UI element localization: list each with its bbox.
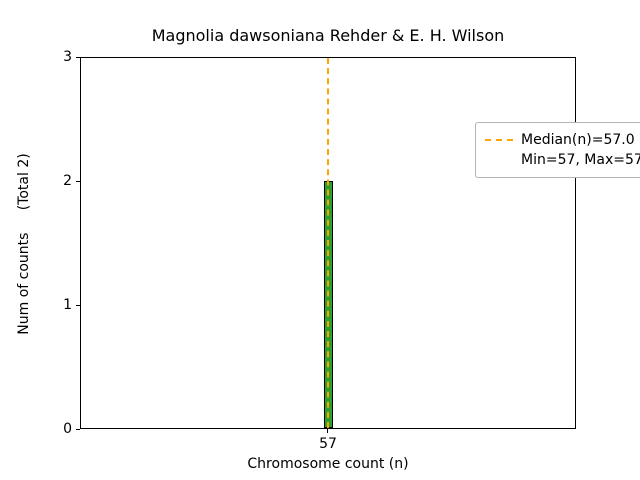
legend-entry-minmax: Min=57, Max=57: [485, 150, 640, 170]
legend-entry-median: Median(n)=57.0: [485, 130, 640, 150]
y-tick-mark: [76, 57, 80, 58]
legend-label-median: Median(n)=57.0: [521, 132, 635, 148]
chart-title: Magnolia dawsoniana Rehder & E. H. Wilso…: [151, 26, 505, 45]
y-tick-mark: [76, 181, 80, 182]
y-axis-label: Num of counts (Total 2): [16, 153, 32, 335]
median-line: [327, 58, 329, 428]
dashed-line-icon: [485, 139, 513, 141]
plot-area: Median(n)=57.0 Min=57, Max=57: [80, 57, 640, 429]
x-axis-label: Chromosome count (n): [247, 456, 409, 472]
y-tick-label: 3: [63, 49, 72, 65]
x-tick-mark: [327, 429, 328, 433]
y-tick-label: 0: [63, 421, 72, 437]
legend-label-minmax: Min=57, Max=57: [521, 152, 640, 168]
y-tick-label: 1: [63, 297, 72, 313]
y-tick-mark: [76, 305, 80, 306]
y-tick-mark: [76, 429, 80, 430]
legend: Median(n)=57.0 Min=57, Max=57: [475, 122, 640, 178]
x-tick-label: 57: [319, 436, 337, 452]
y-tick-label: 2: [63, 173, 72, 189]
